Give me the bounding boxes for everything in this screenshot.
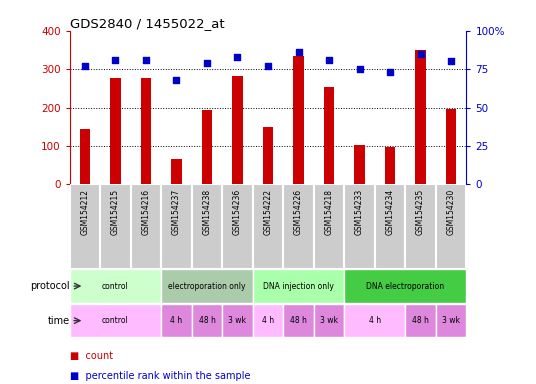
Bar (263, 127, 273, 184)
Bar (79, 129, 90, 184)
Point (80, 63, 89, 69)
FancyBboxPatch shape (161, 184, 192, 269)
Text: 3 wk: 3 wk (228, 316, 247, 325)
Text: GSM154233: GSM154233 (355, 189, 364, 235)
Point (142, 57, 150, 63)
Text: GSM154212: GSM154212 (80, 189, 90, 235)
Bar (293, 56, 304, 184)
FancyBboxPatch shape (436, 304, 466, 337)
FancyBboxPatch shape (405, 184, 436, 269)
Bar (385, 147, 396, 184)
Text: control: control (102, 316, 129, 325)
FancyBboxPatch shape (314, 184, 344, 269)
Text: DNA injection only: DNA injection only (263, 281, 334, 291)
Text: ■  count: ■ count (70, 351, 113, 361)
Point (264, 63, 272, 69)
Point (325, 57, 333, 63)
FancyBboxPatch shape (70, 270, 161, 303)
FancyBboxPatch shape (405, 304, 436, 337)
Point (386, 69, 394, 75)
FancyBboxPatch shape (253, 270, 344, 303)
Text: GSM154237: GSM154237 (172, 189, 181, 235)
FancyBboxPatch shape (344, 304, 405, 337)
Text: control: control (102, 281, 129, 291)
FancyBboxPatch shape (375, 184, 405, 269)
Point (111, 57, 120, 63)
Text: time: time (48, 316, 70, 326)
FancyBboxPatch shape (192, 304, 222, 337)
Text: GSM154226: GSM154226 (294, 189, 303, 235)
FancyBboxPatch shape (70, 184, 100, 269)
Text: 3 wk: 3 wk (442, 316, 460, 325)
FancyBboxPatch shape (436, 184, 466, 269)
Text: GSM154236: GSM154236 (233, 189, 242, 235)
FancyBboxPatch shape (283, 184, 314, 269)
Point (203, 60, 211, 66)
FancyBboxPatch shape (161, 270, 253, 303)
Bar (446, 109, 456, 184)
Text: 4 h: 4 h (262, 316, 274, 325)
Point (294, 49, 303, 55)
FancyBboxPatch shape (70, 304, 161, 337)
Text: 4 h: 4 h (170, 316, 183, 325)
FancyBboxPatch shape (222, 184, 253, 269)
Text: 48 h: 48 h (198, 316, 215, 325)
FancyBboxPatch shape (222, 304, 253, 337)
Point (355, 66, 364, 72)
Point (416, 51, 425, 57)
Text: 4 h: 4 h (369, 316, 381, 325)
Text: 48 h: 48 h (412, 316, 429, 325)
Bar (202, 110, 212, 184)
Text: GSM154234: GSM154234 (385, 189, 394, 235)
Text: ■  percentile rank within the sample: ■ percentile rank within the sample (70, 371, 250, 381)
FancyBboxPatch shape (314, 304, 344, 337)
Text: 3 wk: 3 wk (320, 316, 338, 325)
FancyBboxPatch shape (344, 184, 375, 269)
FancyBboxPatch shape (253, 304, 283, 337)
Bar (415, 50, 426, 184)
Text: GSM154230: GSM154230 (446, 189, 456, 235)
Bar (171, 159, 182, 184)
Text: GSM154238: GSM154238 (203, 189, 212, 235)
Point (172, 77, 181, 83)
Text: GSM154222: GSM154222 (264, 189, 272, 235)
Point (447, 58, 456, 65)
Text: GDS2840 / 1455022_at: GDS2840 / 1455022_at (70, 17, 224, 30)
FancyBboxPatch shape (283, 304, 314, 337)
Bar (140, 78, 151, 184)
Text: electroporation only: electroporation only (168, 281, 245, 291)
Text: GSM154235: GSM154235 (416, 189, 425, 235)
Text: DNA electroporation: DNA electroporation (366, 281, 444, 291)
Bar (232, 76, 243, 184)
Text: GSM154216: GSM154216 (142, 189, 151, 235)
Text: GSM154218: GSM154218 (324, 189, 333, 235)
Text: 48 h: 48 h (290, 316, 307, 325)
Text: protocol: protocol (31, 281, 70, 291)
FancyBboxPatch shape (192, 184, 222, 269)
FancyBboxPatch shape (253, 184, 283, 269)
Text: GSM154215: GSM154215 (111, 189, 120, 235)
FancyBboxPatch shape (131, 184, 161, 269)
Bar (110, 78, 121, 184)
Point (233, 54, 242, 60)
FancyBboxPatch shape (161, 304, 192, 337)
FancyBboxPatch shape (100, 184, 131, 269)
Bar (354, 145, 365, 184)
FancyBboxPatch shape (344, 270, 466, 303)
Bar (324, 87, 334, 184)
